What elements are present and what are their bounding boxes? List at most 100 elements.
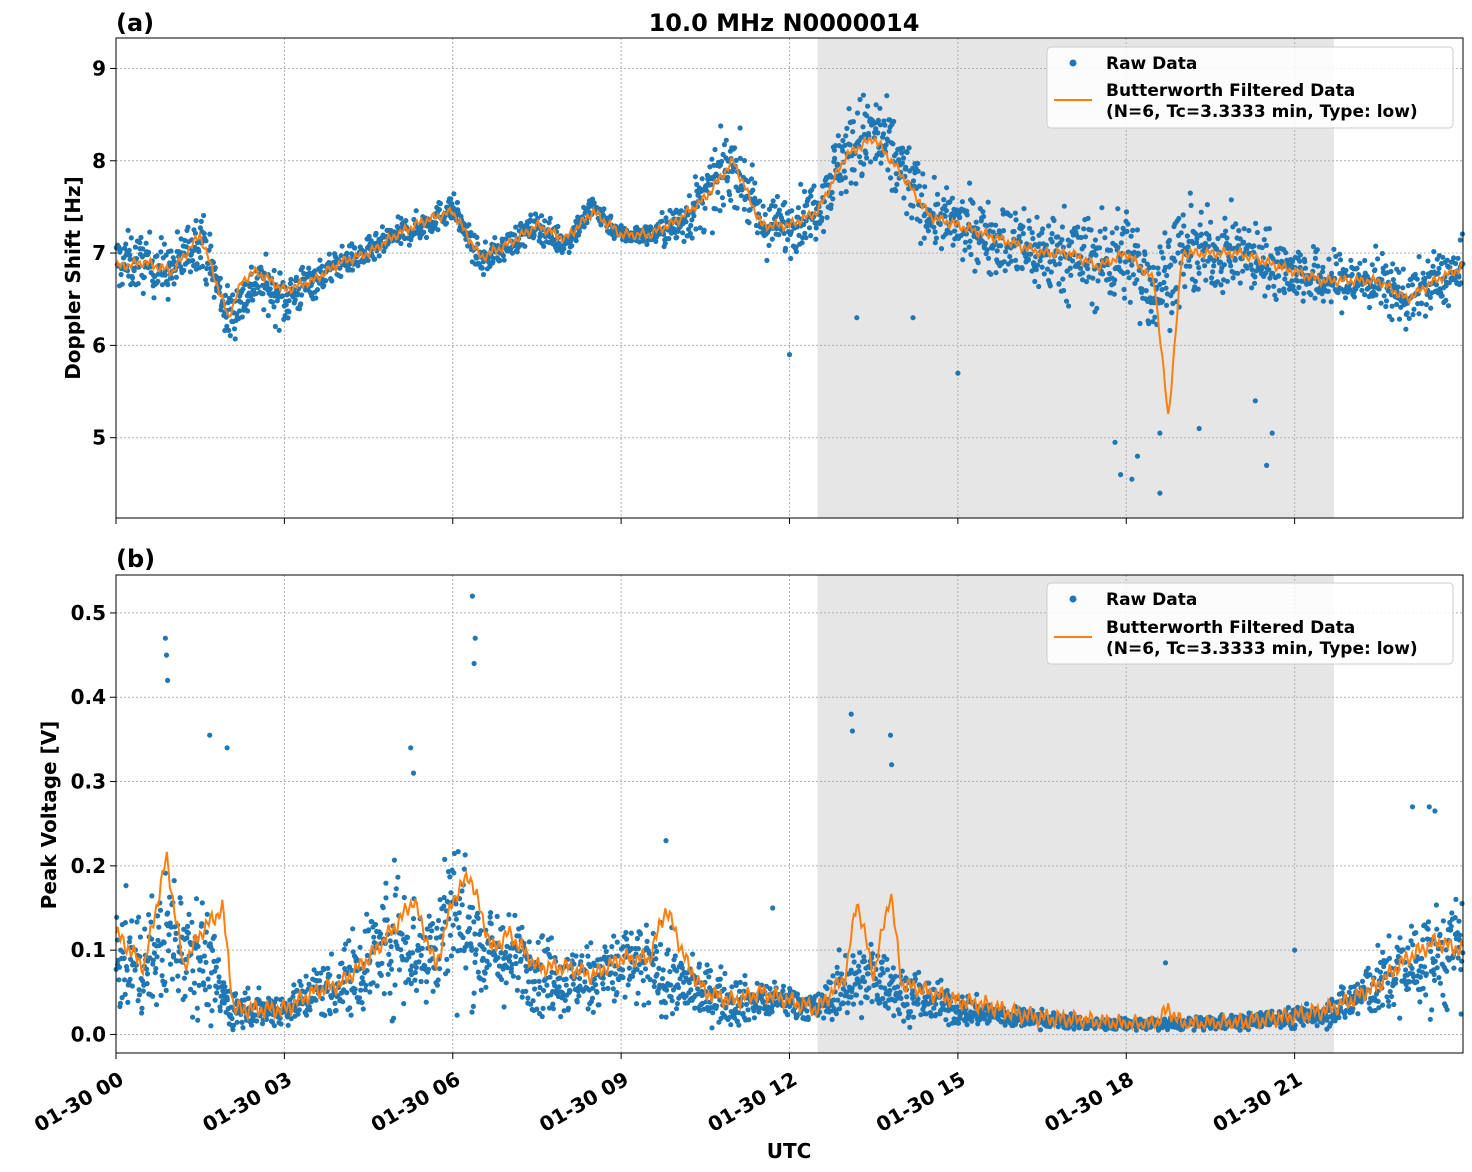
raw-data-point [827, 980, 834, 986]
raw-data-point [291, 982, 297, 988]
raw-data-point [906, 145, 912, 151]
raw-data-point [614, 939, 620, 945]
raw-data-point [119, 995, 125, 1001]
raw-data-point [869, 999, 875, 1005]
raw-data-point [1276, 288, 1282, 294]
raw-data-point [964, 212, 970, 218]
raw-data-point [168, 248, 174, 254]
raw-data-point [423, 234, 430, 241]
raw-data-point [374, 983, 380, 989]
raw-data-point [1406, 315, 1412, 321]
raw-data-point [519, 994, 525, 1000]
raw-data-point [745, 1007, 751, 1013]
raw-data-point [974, 991, 980, 998]
raw-data-point [897, 1011, 903, 1017]
raw-data-point [1157, 244, 1163, 250]
raw-data-point [1007, 213, 1014, 219]
raw-data-point [721, 142, 728, 148]
raw-data-point [860, 92, 867, 98]
raw-data-point [985, 199, 991, 205]
raw-data-point [175, 973, 181, 979]
raw-data-point [150, 993, 156, 999]
raw-data-point [831, 147, 838, 153]
raw-data-point [146, 912, 152, 918]
raw-data-point [1362, 292, 1368, 298]
raw-data-point [497, 257, 503, 263]
raw-data-point [216, 974, 222, 980]
raw-data-point [776, 232, 782, 238]
raw-data-point [659, 1014, 665, 1020]
raw-data-point [201, 982, 207, 988]
raw-data-point [746, 220, 752, 226]
raw-data-point [391, 857, 397, 863]
raw-data-point [561, 246, 567, 252]
raw-data-point [1180, 212, 1186, 218]
raw-data-point [1125, 269, 1131, 275]
raw-data-point [304, 274, 311, 280]
raw-data-point [652, 944, 658, 950]
raw-data-point [804, 202, 810, 208]
raw-data-point [856, 963, 862, 969]
raw-data-point [222, 327, 228, 334]
raw-data-point [487, 914, 493, 920]
raw-data-point [1096, 245, 1103, 251]
raw-data-point [212, 265, 218, 271]
raw-data-point [357, 944, 363, 950]
raw-data-point [834, 970, 841, 976]
raw-data-point [1357, 260, 1363, 266]
raw-data-point [1025, 256, 1031, 262]
raw-data-point [501, 955, 507, 962]
raw-data-point [391, 1015, 397, 1021]
raw-data-point [901, 195, 907, 201]
raw-data-point [805, 1016, 811, 1023]
raw-data-point [834, 964, 840, 970]
raw-data-point [296, 1007, 302, 1013]
raw-data-point [203, 959, 209, 965]
raw-data-point [620, 944, 627, 950]
raw-data-point [642, 966, 649, 972]
raw-data-point [1261, 237, 1267, 243]
raw-data-point [916, 969, 922, 975]
raw-data-point [919, 192, 925, 198]
raw-data-point [697, 1007, 703, 1014]
y-tick-label: 5 [92, 426, 106, 450]
raw-data-point [327, 1011, 333, 1017]
raw-data-point [341, 946, 347, 952]
raw-data-point [1192, 278, 1198, 284]
raw-data-point [328, 951, 335, 957]
raw-data-point [736, 1022, 742, 1028]
raw-data-point [1002, 1022, 1008, 1028]
raw-data-point [962, 247, 968, 253]
raw-data-point [754, 980, 760, 986]
raw-data-point [935, 201, 941, 207]
raw-data-point [298, 301, 304, 307]
raw-data-point [1094, 305, 1100, 311]
raw-data-point [366, 233, 372, 239]
raw-data-point [263, 251, 269, 257]
raw-data-point [1056, 261, 1063, 267]
raw-data-point [264, 282, 270, 288]
raw-data-point [845, 1000, 851, 1006]
raw-data-point [1223, 228, 1229, 234]
raw-data-point [1337, 257, 1344, 263]
raw-data-point [570, 981, 576, 987]
raw-data-point [704, 172, 711, 178]
raw-data-point [159, 957, 165, 963]
raw-data-point [318, 970, 324, 976]
raw-data-point [1259, 245, 1265, 251]
raw-data-point [473, 947, 479, 953]
raw-data-point [316, 978, 323, 984]
raw-data-point [973, 219, 979, 225]
raw-data-point [140, 246, 146, 252]
raw-data-point [1147, 295, 1153, 301]
raw-data-point [1220, 289, 1226, 296]
raw-data-point [1115, 206, 1121, 212]
raw-data-point [656, 965, 662, 972]
raw-data-point [1002, 268, 1008, 274]
raw-data-point [416, 959, 422, 965]
raw-data-point [342, 966, 348, 972]
raw-data-point [240, 286, 246, 292]
raw-data-point [1012, 257, 1019, 263]
raw-data-point [947, 230, 953, 236]
raw-data-point [666, 236, 672, 242]
